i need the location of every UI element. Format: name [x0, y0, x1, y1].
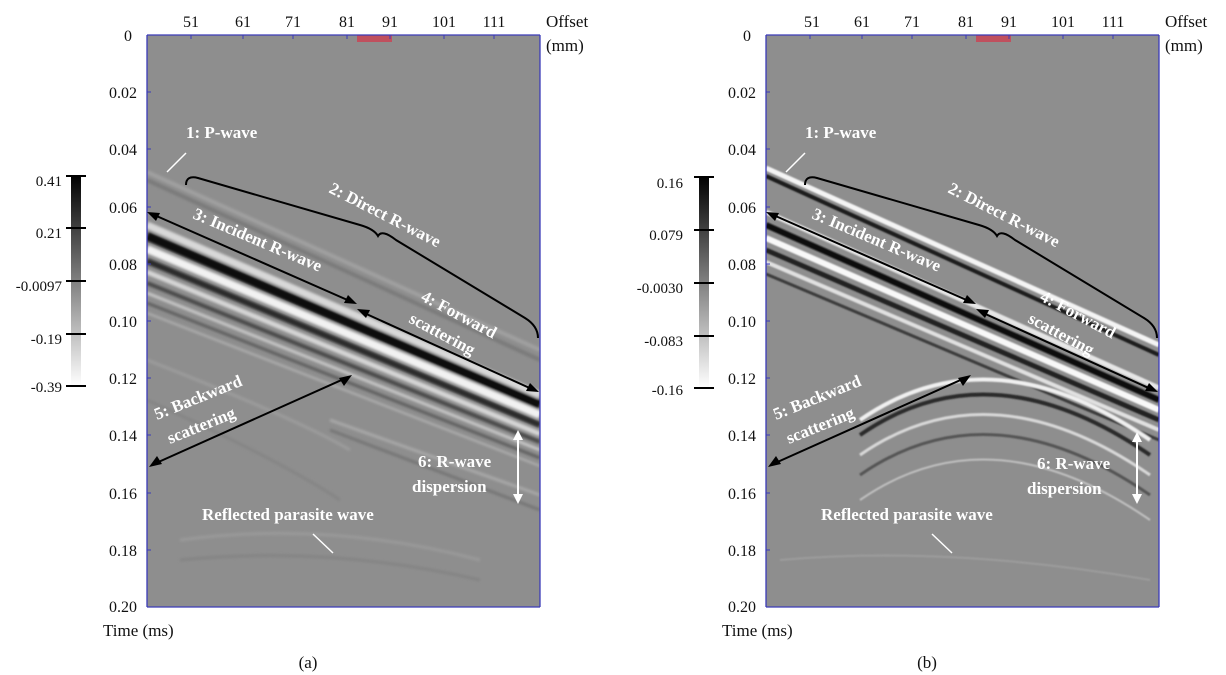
y-tick-label: 0.18: [728, 543, 756, 560]
x-tick-label: 91: [382, 14, 398, 31]
x-tick-label: 91: [1001, 14, 1017, 31]
x-tick-label: 101: [432, 14, 456, 31]
direct-r-wave-brace: [185, 176, 539, 339]
direct-r-wave-brace: [804, 176, 1158, 339]
x-ticks-b: 51 61 71 81 91 101 111: [804, 14, 1124, 39]
panel-caption-a: (a): [299, 653, 318, 672]
x-tick-label: 71: [285, 14, 301, 31]
y-tick-label: 0.20: [728, 599, 756, 616]
colorbar-label: -0.0030: [637, 281, 683, 297]
colorbar-label: -0.0097: [16, 279, 63, 295]
incident-arrow: [151, 213, 353, 303]
colorbar-label: -0.16: [652, 383, 684, 399]
y-tick-label: 0.10: [728, 314, 756, 331]
y-tick-label: 0.20: [109, 599, 137, 616]
incident-arrow: [770, 213, 972, 303]
dispersion-label-1: 6: R-wave: [1037, 454, 1111, 473]
y-tick-label: 0.18: [109, 543, 137, 560]
y-tick-label: 0.04: [728, 142, 756, 159]
y-ticks-b: 0 0.02 0.04 0.06 0.08 0.10 0.12 0.14 0.1…: [728, 28, 770, 616]
y-tick-label: 0.12: [728, 371, 756, 388]
x-tick-label: 111: [483, 14, 506, 31]
y-tick-label: 0.14: [109, 428, 137, 445]
panel-b: 51 61 71 81 91 101 111 Offset (mm) 0 0.0…: [637, 12, 1208, 672]
p-wave-label: 1: P-wave: [186, 123, 258, 142]
y-tick-label: 0: [124, 28, 132, 45]
y-axis-title: Time (ms): [103, 621, 174, 640]
colorbar-label: -0.083: [644, 334, 683, 350]
panel-a: 51 61 71 81 91 101 111 Offset (mm) 0 0.0…: [16, 12, 589, 672]
x-tick-label: 101: [1051, 14, 1075, 31]
y-tick-label: 0.06: [728, 200, 756, 217]
y-tick-label: 0.16: [109, 486, 137, 503]
y-tick-label: 0.14: [728, 428, 756, 445]
colorbar-label: 0.21: [36, 226, 62, 242]
x-tick-label: 61: [854, 14, 870, 31]
x-axis-title: Offset: [1165, 12, 1207, 31]
x-tick-label: 61: [235, 14, 251, 31]
x-axis-title: Offset: [546, 12, 588, 31]
x-tick-label: 111: [1102, 14, 1125, 31]
x-ticks-a: 51 61 71 81 91 101 111: [183, 14, 505, 39]
y-tick-label: 0.12: [109, 371, 137, 388]
y-axis-title: Time (ms): [722, 621, 793, 640]
reflected-wave-label: Reflected parasite wave: [202, 505, 374, 524]
y-tick-label: 0.04: [109, 142, 137, 159]
reflected-wave-label: Reflected parasite wave: [821, 505, 993, 524]
x-tick-label: 51: [183, 14, 199, 31]
defect-marker-a: [357, 35, 392, 42]
y-tick-label: 0.08: [109, 257, 137, 274]
dispersion-label-1: 6: R-wave: [418, 452, 492, 471]
colorbar-label: -0.19: [31, 332, 62, 348]
y-ticks-a: 0 0.02 0.04 0.06 0.08 0.10 0.12 0.14 0.1…: [109, 28, 151, 616]
panel-caption-b: (b): [917, 653, 937, 672]
x-tick-label: 81: [339, 14, 355, 31]
backward-arrow: [772, 377, 966, 465]
seismogram-image-b: [766, 35, 1159, 607]
x-tick-label: 71: [904, 14, 920, 31]
forward-arrow: [361, 311, 535, 391]
y-tick-label: 0.10: [109, 314, 137, 331]
colorbar-a: 0.41 0.21 -0.0097 -0.19 -0.39: [16, 174, 86, 396]
forward-arrow: [980, 311, 1154, 391]
backward-arrow: [153, 377, 347, 465]
dispersion-label-2: dispersion: [412, 477, 487, 496]
y-tick-label: 0.02: [109, 85, 137, 102]
colorbar-label: 0.16: [657, 176, 684, 192]
x-axis-unit: (mm): [1165, 36, 1203, 55]
colorbar-label: 0.079: [649, 228, 683, 244]
y-tick-label: 0.16: [728, 486, 756, 503]
y-tick-label: 0.02: [728, 85, 756, 102]
p-wave-label: 1: P-wave: [805, 123, 877, 142]
y-tick-label: 0.06: [109, 200, 137, 217]
y-tick-label: 0.08: [728, 257, 756, 274]
defect-marker-b: [976, 35, 1011, 42]
dispersion-label-2: dispersion: [1027, 479, 1102, 498]
colorbar-label: 0.41: [36, 174, 62, 190]
x-axis-unit: (mm): [546, 36, 584, 55]
y-tick-label: 0: [743, 28, 751, 45]
x-tick-label: 51: [804, 14, 820, 31]
x-tick-label: 81: [958, 14, 974, 31]
colorbar-label: -0.39: [31, 380, 62, 396]
colorbar-b: 0.16 0.079 -0.0030 -0.083 -0.16: [637, 176, 714, 399]
